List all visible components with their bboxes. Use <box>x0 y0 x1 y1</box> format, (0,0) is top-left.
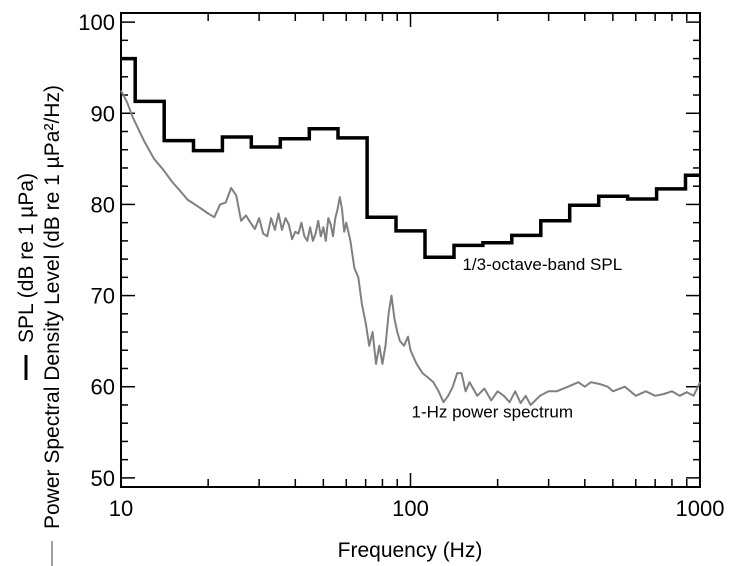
annotation-spl: 1/3-octave-band SPL <box>462 255 622 274</box>
x-axis-label: Frequency (Hz) <box>338 539 483 562</box>
y-tick-label: 100 <box>78 10 115 35</box>
y-axis-label-spl: SPL (dB re 1 µPa) <box>15 173 38 343</box>
annotation-psd: 1-Hz power spectrum <box>412 403 574 422</box>
x-tick-label: 1000 <box>676 496 725 521</box>
y-axis-label: SPL (dB re 1 µPa) Power Spectral Density… <box>15 85 64 566</box>
y-tick-label: 90 <box>91 101 115 126</box>
series-psd-line <box>120 90 701 406</box>
plot-frame <box>120 12 701 488</box>
y-tick-label: 80 <box>91 192 115 217</box>
axis-ticks: 10 100 1000 50 60 70 80 90 100 <box>78 10 724 521</box>
y-tick-label: 70 <box>91 284 115 309</box>
annotation-layer: 1/3-octave-band SPL 1-Hz power spectrum <box>412 255 623 422</box>
y-tick-label: 50 <box>91 466 115 491</box>
series-layer <box>120 56 701 406</box>
series-spl-step <box>121 56 700 260</box>
y-axis-label-psd: Power Spectral Density Level (dB re 1 µP… <box>41 85 64 529</box>
y-tick-label: 60 <box>91 375 115 400</box>
x-tick-label: 10 <box>109 496 133 521</box>
x-tick-label: 100 <box>392 496 429 521</box>
